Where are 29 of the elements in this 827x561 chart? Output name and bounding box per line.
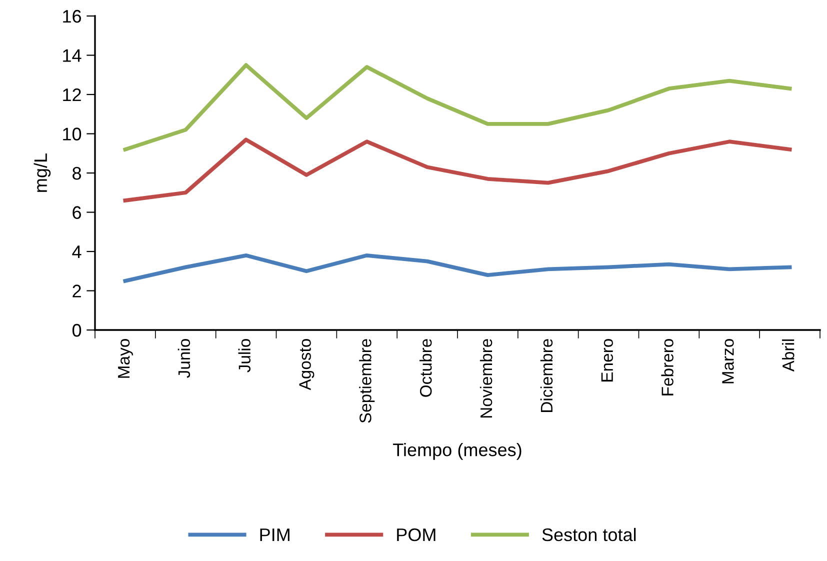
line-series: [123, 138, 792, 202]
x-tick-label: Julio: [238, 339, 251, 372]
legend-label: PIM: [260, 528, 290, 542]
x-tick-label: Marzo: [722, 339, 734, 384]
x-tick-label: Enero: [601, 339, 614, 382]
y-tick-label: 2: [72, 284, 81, 298]
x-tick-label: Junio: [178, 339, 190, 378]
line-series: [123, 63, 792, 152]
y-axis-title: mg/L: [34, 154, 51, 192]
x-axis-title: Tiempo (meses): [393, 443, 522, 460]
y-tick-label: 14: [63, 49, 82, 62]
y-tick-label: 8: [72, 166, 82, 180]
x-tick-label: Diciembre: [540, 339, 553, 412]
y-tick-label: 16: [63, 10, 82, 23]
x-tick-label: Agosto: [299, 339, 314, 390]
legend-label: Seston total: [542, 528, 636, 542]
x-tick-label: Noviembre: [480, 339, 492, 418]
x-tick-label: Octubre: [420, 339, 432, 397]
line-series: [123, 253, 792, 283]
y-tick-label: 6: [72, 206, 82, 219]
x-tick-label: Febrero: [661, 339, 674, 396]
y-tick-label: 10: [63, 128, 82, 140]
legend-label: POM: [397, 528, 436, 542]
x-tick-label: Mayo: [118, 339, 133, 378]
x-tick-label: Septiembre: [359, 339, 375, 423]
y-tick-label: 12: [63, 88, 81, 102]
y-tick-label: 0: [72, 324, 82, 337]
y-tick-label: 4: [72, 246, 82, 258]
x-tick-label: Abril: [782, 339, 794, 372]
